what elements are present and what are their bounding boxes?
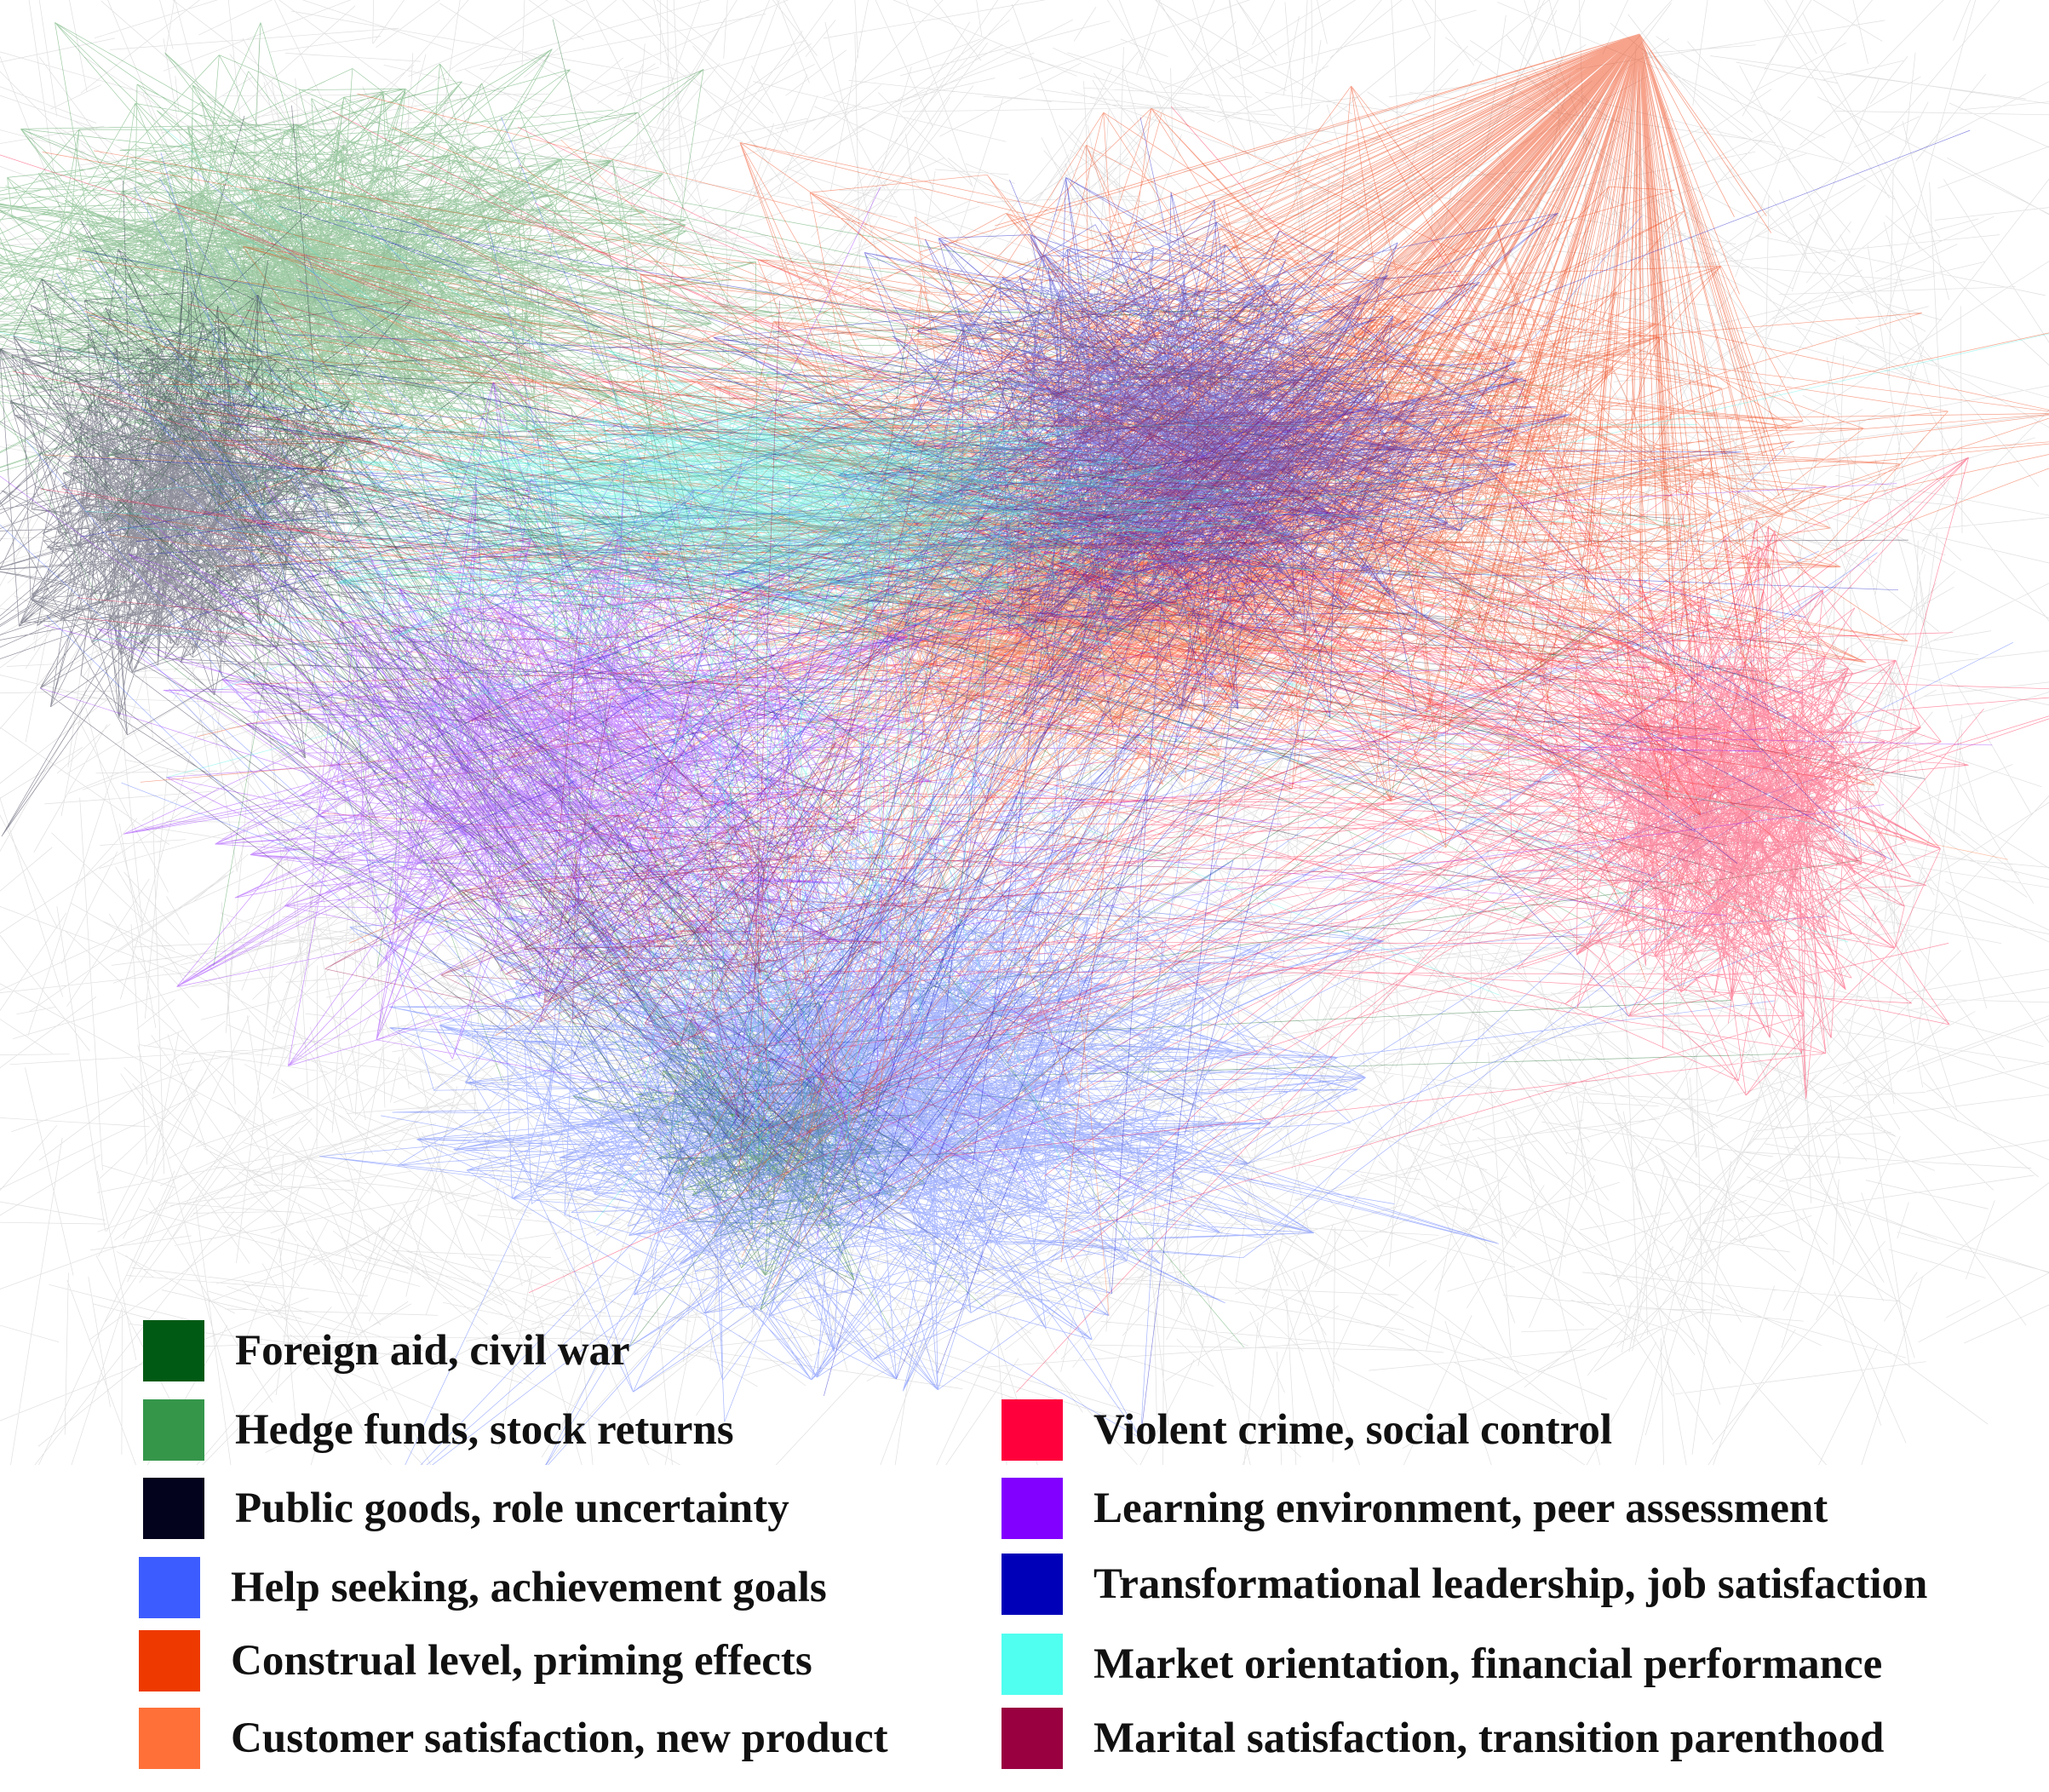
legend-label: Violent crime, social control [1093, 1405, 1613, 1454]
legend-swatch [1002, 1708, 1063, 1769]
legend-swatch [143, 1478, 204, 1539]
cluster-market-orientation [0, 127, 2049, 1224]
legend-swatch [139, 1708, 200, 1769]
cluster-marital-satisfaction [324, 237, 1752, 1176]
cluster-violent-crime [0, 106, 2049, 1393]
cluster-hedge-funds [0, 22, 1780, 1348]
legend-entry-transformational-leadership: Transformational leadership, job satisfa… [1002, 1554, 1927, 1615]
legend-swatch [139, 1630, 200, 1691]
legend-label: Learning environment, peer assessment [1093, 1484, 1828, 1532]
legend-swatch [143, 1320, 204, 1381]
legend-entry-learning-environment: Learning environment, peer assessment [1002, 1478, 1828, 1539]
legend-entry-violent-crime: Violent crime, social control [1002, 1399, 1612, 1461]
legend-entry-construal-level: Construal level, priming effects [139, 1630, 812, 1691]
legend-label: Transformational leadership, job satisfa… [1093, 1559, 1928, 1608]
legend-entry-foreign-aid: Foreign aid, civil war [143, 1320, 630, 1381]
legend-swatch [139, 1557, 200, 1618]
legend-swatch [1002, 1399, 1063, 1461]
legend-label: Marital satisfaction, transition parenth… [1093, 1714, 1885, 1762]
legend-label: Help seeking, achievement goals [231, 1563, 827, 1611]
background-links [0, 0, 2049, 1465]
legend-label: Public goods, role uncertainty [235, 1484, 789, 1532]
legend-entry-hedge-funds: Hedge funds, stock returns [143, 1399, 734, 1461]
legend-label: Customer satisfaction, new product [231, 1714, 888, 1762]
legend-label: Market orientation, financial performanc… [1093, 1640, 1883, 1688]
legend-swatch [1002, 1634, 1063, 1695]
cluster-learning-environment [0, 187, 1993, 1240]
legend-swatch [143, 1399, 204, 1461]
cluster-foreign-aid [83, 19, 1861, 1347]
cluster-construal-level [42, 85, 2049, 1289]
legend-label: Foreign aid, civil war [235, 1326, 630, 1375]
legend-swatch [1002, 1478, 1063, 1539]
legend-swatch [1002, 1554, 1063, 1615]
network-graph-area [0, 0, 2049, 1465]
legend-entry-market-orientation: Market orientation, financial performanc… [1002, 1634, 1882, 1695]
hub-fan-links [900, 33, 1788, 761]
cluster-public-goods [0, 105, 1926, 1307]
topic-network-graph [0, 0, 2049, 1465]
legend-entry-public-goods: Public goods, role uncertainty [143, 1478, 789, 1539]
cluster-help-seeking [0, 116, 2013, 1465]
cluster-transformational-leadership [68, 117, 1971, 1439]
legend-entry-customer-satisfaction: Customer satisfaction, new product [139, 1708, 888, 1769]
legend-label: Hedge funds, stock returns [235, 1405, 734, 1454]
legend-entry-help-seeking: Help seeking, achievement goals [139, 1557, 827, 1618]
legend-label: Construal level, priming effects [231, 1636, 812, 1685]
legend-entry-marital-satisfaction: Marital satisfaction, transition parenth… [1002, 1708, 1884, 1769]
cluster-customer-satisfaction [43, 140, 2008, 1316]
